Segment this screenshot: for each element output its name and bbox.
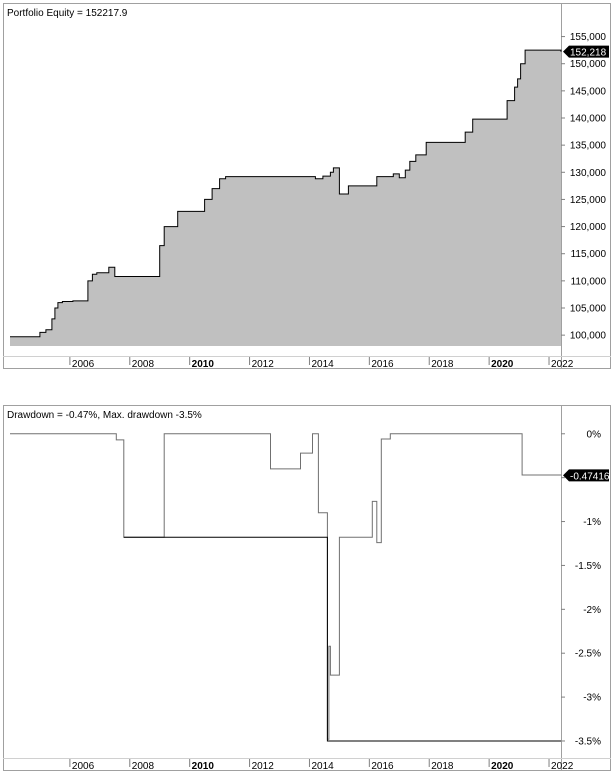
y-tick-label: 100,000	[570, 331, 607, 342]
x-tick-label: 2018	[431, 761, 454, 771]
y-tick-label: 0%	[587, 429, 602, 440]
x-tick-label: 2010	[192, 761, 215, 771]
y-tick-label: -1%	[583, 517, 601, 528]
y-tick-label: 120,000	[570, 222, 607, 233]
x-tick-label: 2008	[132, 761, 155, 771]
y-tick-label: 155,000	[570, 32, 607, 43]
x-tick-label: 2014	[311, 359, 334, 369]
y-tick-label: 125,000	[570, 195, 607, 206]
x-tick-label: 2016	[371, 761, 394, 771]
y-tick-label: 115,000	[571, 249, 607, 260]
x-tick-label: 2006	[72, 761, 95, 771]
x-tick-label: 2012	[252, 761, 275, 771]
y-tick-label: -1.5%	[575, 561, 601, 572]
last-value-badge	[563, 469, 609, 482]
y-tick-label: 130,000	[570, 168, 607, 179]
x-tick-label: 2018	[431, 359, 454, 369]
y-tick-label: -3.5%	[575, 736, 601, 747]
x-tick-label: 2014	[311, 761, 334, 771]
last-value-label: -0.47416	[570, 471, 610, 482]
y-tick-label: 105,000	[570, 304, 607, 315]
x-tick-label: 2020	[491, 761, 514, 771]
chart-title: Portfolio Equity = 152217.9	[7, 8, 128, 19]
equity-chart: 100,000 105,000 110,000 115,000 120,000 125,0…	[3, 3, 611, 370]
last-value-badge	[563, 45, 609, 58]
chart-title: Drawdown = -0.47%, Max. drawdown -3.5%	[7, 410, 202, 421]
equity-area-fill	[10, 50, 561, 346]
y-tick-label: -2.5%	[575, 649, 601, 660]
max-drawdown-line	[123, 536, 561, 742]
drawdown-line	[10, 433, 562, 740]
chart-frame	[3, 405, 611, 771]
y-tick-label: -3%	[583, 693, 601, 704]
y-tick-label: 140,000	[570, 114, 607, 125]
y-tick-label: -2%	[583, 605, 601, 616]
x-tick-label: 2008	[132, 359, 155, 369]
x-tick-label: 2022	[551, 761, 574, 771]
x-tick-label: 2010	[192, 359, 215, 369]
drawdown-chart: 0%-0.5%-1%-1.5%-2%-2.5%-3%-3.5%200620082…	[3, 405, 611, 772]
equity-chart-panel: 100,000 105,000 110,000 115,000 120,000 125,0…	[3, 3, 611, 370]
y-tick-label: 150,000	[570, 59, 607, 70]
drawdown-chart-panel: 0%-0.5%-1%-1.5%-2%-2.5%-3%-3.5%200620082…	[3, 405, 611, 772]
equity-line	[10, 49, 562, 338]
x-tick-label: 2020	[491, 359, 514, 369]
y-tick-label: 145,000	[570, 86, 607, 97]
last-value-label: 152,218	[570, 48, 607, 59]
x-tick-label: 2006	[72, 359, 95, 369]
x-tick-label: 2012	[252, 359, 275, 369]
y-tick-label: 110,000	[571, 276, 607, 287]
x-tick-label: 2016	[371, 359, 394, 369]
x-tick-label: 2022	[551, 359, 574, 369]
y-tick-label: 135,000	[570, 141, 607, 152]
